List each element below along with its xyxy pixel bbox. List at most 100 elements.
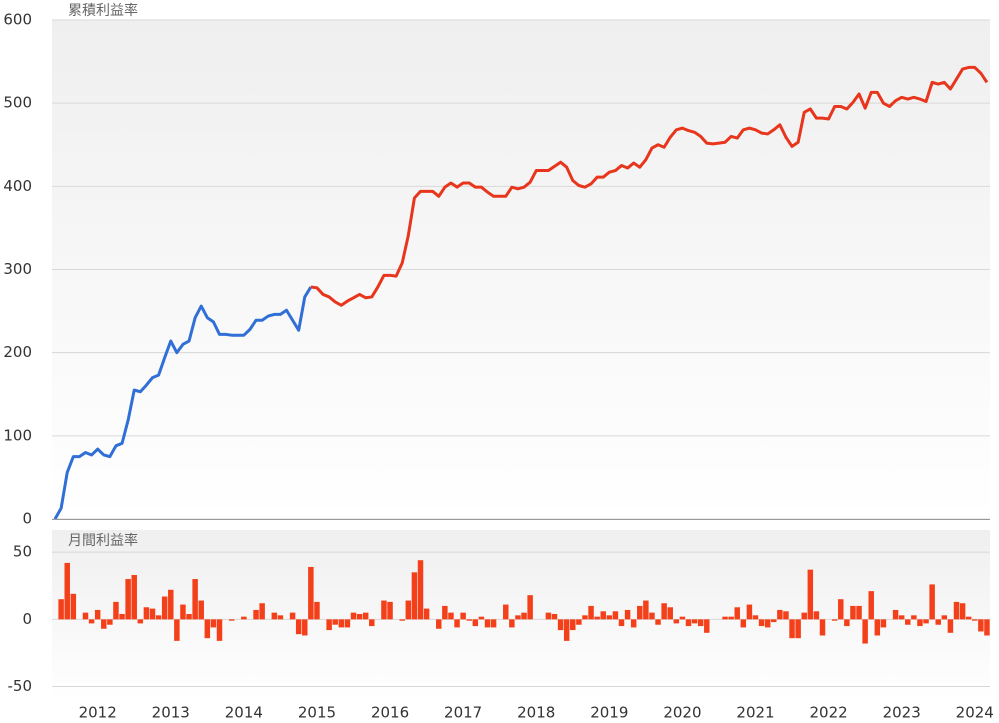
bar (740, 619, 747, 628)
bar (923, 619, 929, 624)
bar (527, 595, 533, 620)
bar (362, 612, 369, 620)
bar (965, 616, 972, 620)
bar (563, 619, 570, 641)
bar (332, 619, 338, 625)
bar (649, 612, 655, 620)
bar (113, 601, 119, 620)
bar (503, 604, 509, 620)
bar (326, 619, 332, 631)
bar (198, 600, 204, 620)
bar (131, 575, 137, 620)
bar (417, 560, 424, 620)
bar (972, 619, 978, 621)
bar (685, 619, 692, 627)
plot-background (52, 530, 990, 700)
bar (472, 619, 479, 627)
bar (94, 609, 101, 620)
bar (387, 601, 393, 620)
bar (600, 611, 606, 620)
bar (618, 619, 625, 627)
bar (259, 603, 265, 620)
y-tick-label: 0 (22, 510, 32, 528)
bar (612, 611, 619, 620)
x-tick-label: 2017 (444, 704, 482, 722)
y-tick-label: 400 (3, 177, 32, 195)
bar (137, 619, 144, 624)
bar (795, 619, 801, 639)
bar (271, 612, 278, 620)
bar (953, 601, 960, 620)
bar (728, 616, 734, 620)
bar (844, 619, 850, 627)
bar (831, 619, 838, 621)
bar (168, 589, 174, 620)
bar (174, 619, 180, 641)
bar (436, 619, 442, 629)
bar (557, 619, 564, 631)
bar (460, 612, 466, 620)
bar (667, 607, 673, 620)
bar (58, 599, 64, 620)
bar (344, 619, 351, 628)
bar (289, 612, 296, 620)
bar (661, 603, 667, 620)
x-tick-label: 2015 (298, 704, 336, 722)
y-tick-label: 200 (3, 343, 32, 361)
bar (752, 615, 759, 620)
bar (381, 600, 387, 620)
bar (314, 601, 320, 620)
bar (277, 615, 284, 620)
bar (813, 611, 820, 620)
bar (807, 569, 814, 620)
y-tick-label: 0 (22, 610, 32, 628)
bar (929, 584, 935, 620)
bar (186, 613, 192, 620)
bar (594, 616, 600, 620)
y-tick-label: 100 (3, 426, 32, 444)
bar (405, 600, 412, 620)
bar (758, 619, 765, 627)
bar (911, 615, 917, 620)
bar (905, 619, 911, 625)
bar (454, 619, 460, 628)
bar (204, 619, 211, 639)
bar (624, 609, 631, 620)
y-tick-label: 50 (13, 543, 32, 561)
bar (777, 609, 783, 620)
bar (490, 619, 497, 628)
bar (545, 612, 552, 620)
bar (161, 596, 168, 620)
bar (655, 619, 661, 625)
bar (582, 615, 588, 620)
line-series (310, 65, 989, 307)
bar (978, 619, 984, 632)
bar (606, 615, 613, 620)
bar (941, 615, 948, 620)
x-tick-label: 2020 (663, 704, 701, 722)
x-tick-label: 2018 (517, 704, 555, 722)
bar (88, 619, 95, 624)
bar (691, 619, 698, 624)
bar (448, 612, 454, 620)
y-tick-label: 600 (3, 11, 32, 29)
bar (898, 615, 905, 620)
x-tick-label: 2021 (736, 704, 774, 722)
bar (637, 605, 643, 620)
bar (241, 616, 247, 620)
bar (917, 619, 923, 627)
bar (216, 619, 223, 641)
bar (350, 612, 357, 620)
bar (302, 619, 308, 636)
bar (338, 619, 345, 628)
bar (959, 603, 966, 620)
bar (856, 605, 862, 620)
bar (70, 593, 77, 620)
bar (308, 566, 314, 620)
bar (551, 613, 558, 620)
bar (101, 619, 107, 629)
y-tick-label: 500 (3, 94, 32, 112)
bar (862, 619, 868, 644)
